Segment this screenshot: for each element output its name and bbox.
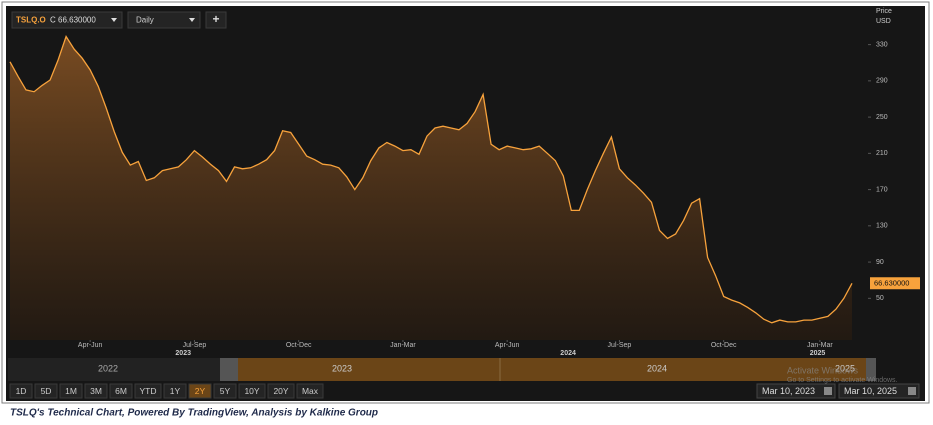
navigator-year: 2025 (835, 363, 855, 373)
range-button-label: 20Y (273, 386, 288, 396)
interval-box[interactable] (127, 11, 201, 29)
x-year-label: 2023 (175, 350, 191, 357)
x-tick-label: Apr-Jun (78, 342, 103, 349)
range-button[interactable] (213, 383, 237, 399)
y-tick-label: 50 (876, 295, 884, 302)
interval: Daily (136, 16, 154, 25)
range-button[interactable] (34, 383, 58, 399)
symbol: TSLQ.O (16, 16, 46, 25)
x-year-label: 2025 (810, 350, 826, 357)
y-axis-unit: USD (876, 18, 891, 25)
range-button-label: 3M (90, 386, 102, 396)
add-icon: + (212, 12, 219, 26)
range-button[interactable] (84, 383, 108, 399)
add-button[interactable] (205, 11, 227, 29)
y-axis-label: Price (876, 8, 892, 15)
range-button[interactable] (134, 383, 162, 399)
navigator-handle[interactable] (220, 358, 238, 381)
x-tick-label: Apr-Jun (495, 342, 520, 349)
x-tick-label: Jul-Sep (183, 342, 207, 349)
range-button-label: 10Y (244, 386, 259, 396)
calendar-icon[interactable] (824, 387, 832, 395)
navigator-year: 2022 (98, 363, 118, 373)
range-button[interactable] (59, 383, 83, 399)
start-date-box[interactable] (756, 383, 836, 399)
y-tick-label: 130 (876, 223, 888, 230)
navigator-selection[interactable] (238, 358, 866, 381)
range-button[interactable] (9, 383, 33, 399)
range-button-label: 2Y (195, 386, 206, 396)
symbol-box[interactable] (11, 11, 123, 29)
x-tick-label: Jan-Mar (807, 342, 833, 349)
range-button-label: YTD (140, 386, 157, 396)
y-tick-label: 290 (876, 78, 888, 85)
dropdown-arrow (111, 18, 117, 22)
range-button-label: 1Y (170, 386, 181, 396)
x-tick-label: Jan-Mar (390, 342, 416, 349)
range-button-label: 1D (16, 386, 27, 396)
range-button-label: 1M (65, 386, 77, 396)
x-tick-label: Jul-Sep (608, 342, 632, 349)
end-date-box[interactable] (838, 383, 920, 399)
range-button-label: 6M (115, 386, 127, 396)
y-tick-label: 170 (876, 186, 888, 193)
range-button[interactable] (109, 383, 133, 399)
x-tick-label: Oct-Dec (711, 342, 737, 349)
range-button[interactable] (238, 383, 266, 399)
range-button-label: 5D (41, 386, 52, 396)
last-price-label: 66.630000 (874, 279, 909, 288)
range-button[interactable] (296, 383, 324, 399)
range-button[interactable] (188, 383, 212, 399)
navigator-handle[interactable] (866, 358, 876, 381)
x-year-label: 2024 (560, 350, 576, 357)
price-line (9, 35, 853, 324)
quote: C 66.630000 (50, 16, 96, 25)
y-tick-label: 210 (876, 150, 888, 157)
navigator-year: 2023 (332, 363, 352, 373)
calendar-icon[interactable] (908, 387, 916, 395)
last-price-box (870, 277, 920, 290)
end-date: Mar 10, 2025 (844, 386, 897, 396)
caption: TSLQ's Technical Chart, Powered By Tradi… (10, 408, 378, 419)
range-button-label: Max (302, 386, 319, 396)
watermark-text: Go to Settings to activate Windows. (787, 377, 898, 384)
y-tick-label: 330 (876, 41, 888, 48)
start-date: Mar 10, 2023 (762, 386, 815, 396)
watermark-title: Activate Windows (787, 365, 859, 375)
range-button[interactable] (163, 383, 187, 399)
area-fill (10, 36, 852, 340)
navigator-year: 2024 (647, 363, 667, 373)
x-tick-label: Oct-Dec (286, 342, 312, 349)
y-tick-label: 250 (876, 114, 888, 121)
dropdown-arrow (189, 18, 195, 22)
y-tick-label: 90 (876, 259, 884, 266)
range-button[interactable] (267, 383, 295, 399)
range-button-label: 5Y (220, 386, 231, 396)
